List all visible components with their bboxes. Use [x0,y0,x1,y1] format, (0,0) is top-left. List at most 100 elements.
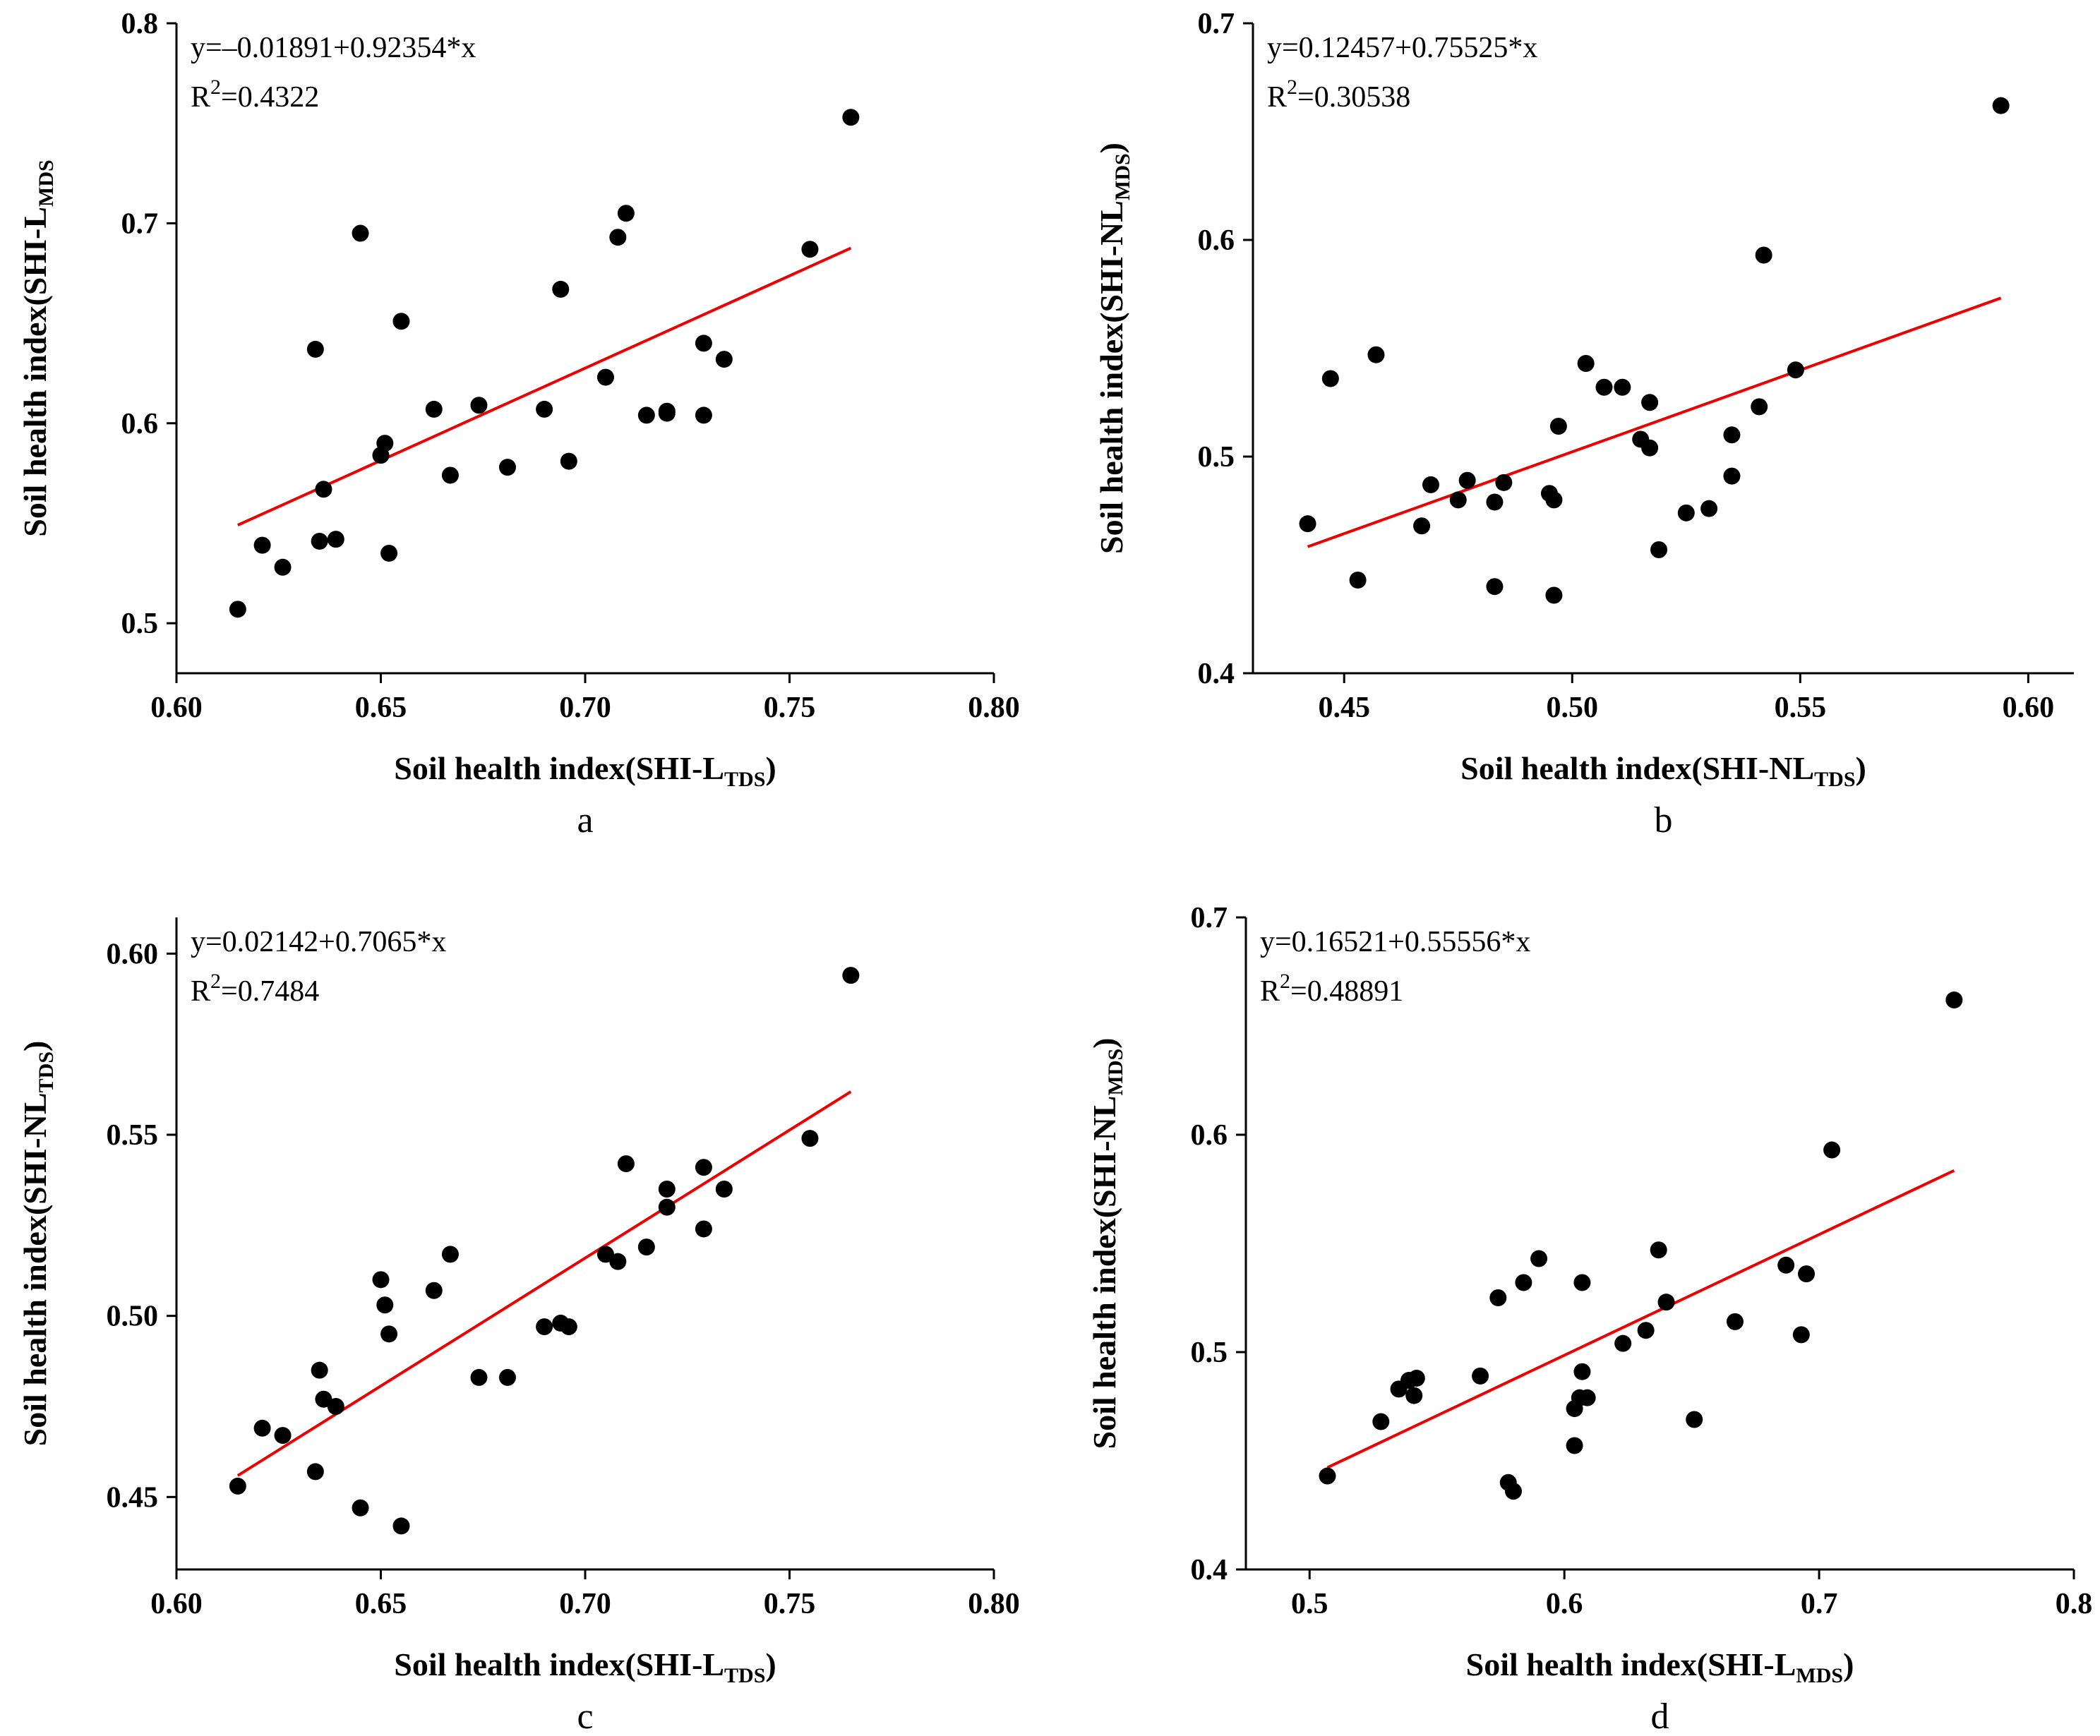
regression-equation: y=–0.01891+0.92354*x [191,32,476,64]
x-tick-label: 0.50 [1547,692,1599,724]
data-point [1495,474,1513,491]
data-point [274,1427,292,1445]
y-axis-label: Soil health index(SHI-NLMDS) [1093,143,1134,554]
data-point [609,1253,627,1270]
data-point [715,351,733,368]
data-point [1545,586,1563,604]
y-axis-label-subscript: MDS [35,159,58,207]
data-point [560,452,577,470]
data-point [1405,1387,1423,1404]
data-point [842,967,860,984]
x-axis-label-subscript: TDS [724,768,765,791]
r-squared-superscript: 2 [210,970,221,993]
x-tick-label: 0.80 [968,1588,1020,1620]
y-axis-ticks: 0.4 0.5 0.6 0.7 [1191,902,1246,1586]
data-point [1614,1334,1632,1352]
data-point [695,1220,712,1238]
r-squared-value: =0.48891 [1290,975,1403,1008]
data-point [1637,1322,1655,1339]
x-tick-label: 0.65 [355,692,407,724]
data-point [1486,493,1504,511]
data-point [1726,1313,1744,1330]
x-axis-label-close: ) [765,1646,776,1682]
data-point [560,1318,577,1336]
r-squared-value: =0.7484 [221,975,319,1008]
x-axis-ticks: 0.60 0.65 0.70 0.75 0.80 [150,673,1020,724]
data-point [617,205,635,222]
data-point [1299,515,1316,533]
data-point [470,397,488,414]
regression-equation: y=0.12457+0.75525*x [1267,32,1537,64]
r-squared: R2=0.30538 [1267,76,1410,114]
data-point [327,531,344,548]
data-point [441,466,459,484]
y-axis-label: Soil health index(SHI-LMDS [17,159,58,536]
y-axis-label-text: Soil health index(SHI-NL [1086,1096,1122,1449]
data-point [315,1390,332,1408]
data-point [1700,500,1718,517]
x-axis-label: Soil health index(SHI-NLTDS) [1460,750,1866,791]
x-axis-label-subscript: TDS [724,1664,765,1687]
data-point [306,1463,324,1481]
data-point [1945,991,1963,1009]
data-point [842,109,860,126]
x-axis-label-text: Soil health index(SHI-L [1466,1646,1796,1682]
data-point [1723,426,1741,444]
x-axis-label: Soil health index(SHI-LTDS) [394,750,776,791]
x-axis-ticks: 0.45 0.50 0.55 0.60 [1318,673,2054,724]
y-axis-label: Soil health index(SHI-NLTDS) [17,1041,58,1447]
data-point [1641,439,1659,457]
data-point [253,1419,271,1437]
r-squared-superscript: 2 [210,76,221,99]
data-point [695,406,712,424]
data-point [229,601,246,618]
scatter-points [1299,97,2010,604]
data-point [380,1325,398,1343]
regression-line [236,1090,852,1477]
data-point [715,1181,733,1198]
data-point [1549,418,1567,435]
data-point [498,1368,516,1386]
data-point [1486,578,1504,596]
data-point [376,435,394,452]
x-tick-label: 0.70 [559,1588,611,1620]
y-tick-label: 0.5 [1191,1337,1228,1369]
r-squared-superscript: 2 [1287,76,1297,99]
data-point [392,1517,410,1535]
x-axis-label-subscript: MDS [1796,1664,1843,1687]
r-squared: R2=0.7484 [191,970,319,1008]
y-axis-label-close: ) [1093,143,1129,153]
data-point [801,1130,819,1147]
r-squared: R2=0.4322 [191,76,319,114]
y-axis-ticks: 0.5 0.6 0.7 0.8 [121,8,176,640]
y-tick-label: 0.6 [121,408,159,440]
x-axis-label-text: Soil health index(SHI-L [394,1646,724,1682]
data-point [1573,1274,1591,1291]
x-axis-label-text: Soil health index(SHI-NL [1460,750,1814,786]
x-tick-label: 0.7 [1801,1588,1838,1620]
y-axis-label-text: Soil health index(SHI-L [17,207,53,537]
data-point [1413,517,1431,535]
data-point [1573,1363,1591,1380]
r-squared-value: =0.30538 [1297,81,1410,114]
data-point [380,544,398,562]
data-point [441,1246,459,1263]
x-axis-label: Soil health index(SHI-LTDS) [394,1646,776,1687]
data-point [1530,1250,1548,1267]
y-axis-label-subscript: MDS [1111,153,1134,200]
panel-letter: a [577,800,593,840]
x-tick-label: 0.75 [764,1588,816,1620]
x-axis-ticks: 0.60 0.65 0.70 0.75 0.80 [150,1569,1020,1620]
x-tick-label: 0.60 [2003,692,2055,724]
data-point [306,340,324,358]
data-point [658,402,676,420]
regression-line [237,246,852,526]
x-axis-label-text: Soil health index(SHI-L [394,750,724,786]
y-tick-label: 0.8 [121,8,159,40]
x-tick-label: 0.60 [150,692,203,724]
panel-letter: c [577,1696,593,1732]
y-tick-label: 0.60 [107,938,159,970]
x-tick-label: 0.75 [764,692,816,724]
scatter-points [229,109,860,618]
data-point [1751,398,1768,416]
